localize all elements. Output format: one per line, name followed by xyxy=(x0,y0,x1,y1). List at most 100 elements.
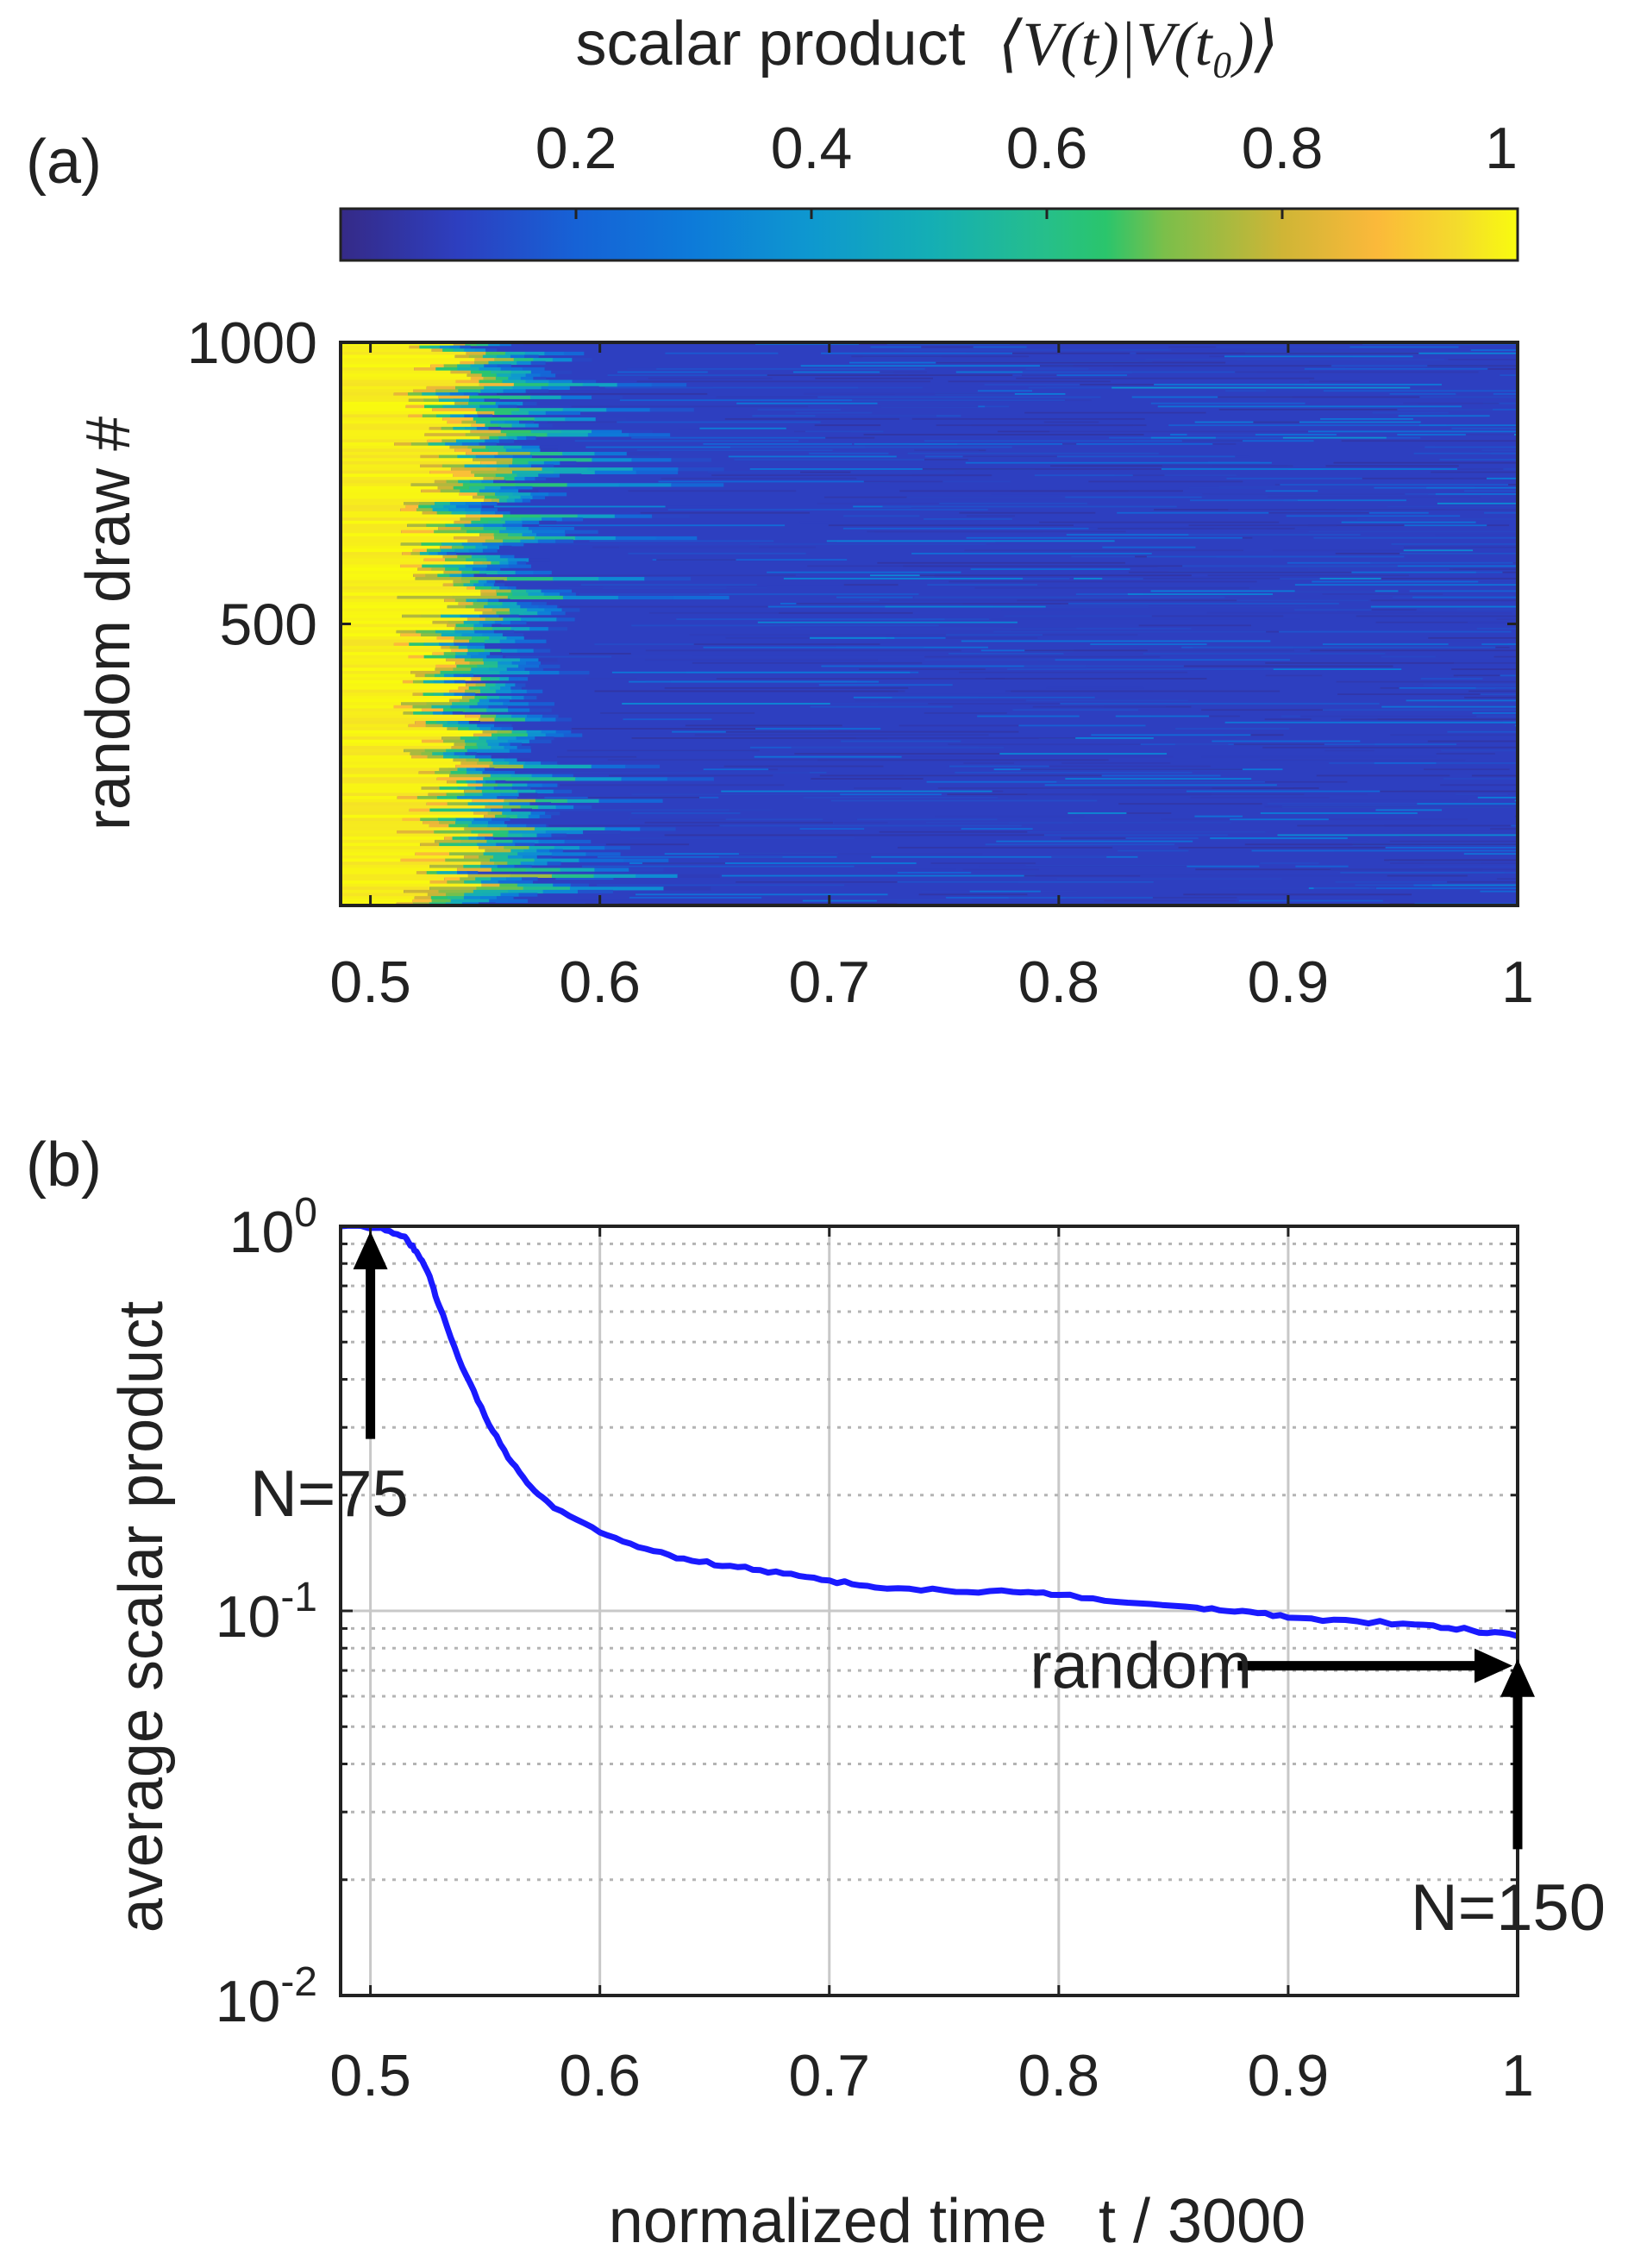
heatmap-cell xyxy=(341,360,460,365)
heatmap-cell xyxy=(475,586,485,591)
heatmap-cell xyxy=(1118,803,1262,805)
heatmap-cell xyxy=(341,674,416,678)
y-tick-label: 1000 xyxy=(187,310,317,376)
line-x-ticks: 0.5 0.6 0.7 0.8 0.9 1 xyxy=(329,1226,1534,2108)
heatmap-cell xyxy=(1460,571,1518,573)
heatmap-cell xyxy=(565,529,598,534)
heatmap-cell xyxy=(555,730,572,735)
x-tick-label: 1 xyxy=(1501,2043,1534,2108)
heatmap-cell xyxy=(435,389,459,393)
heatmap-cell xyxy=(418,504,432,509)
heatmap-cell xyxy=(661,477,857,479)
heatmap-cell xyxy=(443,708,466,712)
heatmap-cell xyxy=(606,408,651,412)
heatmap-cell xyxy=(542,714,559,718)
heatmap-cell xyxy=(1436,753,1495,755)
heatmap-cell xyxy=(1428,636,1518,639)
heatmap-cell xyxy=(465,502,482,506)
heatmap-cell xyxy=(454,630,475,634)
heatmap-cell xyxy=(939,502,1087,504)
heatmap-cell xyxy=(495,376,509,381)
heatmap-cell xyxy=(461,542,484,547)
heatmap-cell xyxy=(594,868,629,872)
heatmap-cell xyxy=(494,454,514,459)
heatmap-cell xyxy=(432,408,477,412)
heatmap-cell xyxy=(431,705,452,710)
heatmap-cell xyxy=(534,536,576,541)
heatmap-cell xyxy=(479,699,490,703)
heatmap-cell xyxy=(482,793,502,797)
heatmap-cell xyxy=(489,667,508,672)
heatmap-cell xyxy=(535,799,568,803)
heatmap-cell xyxy=(468,486,485,491)
heatmap-cell xyxy=(459,699,470,703)
heatmap-cell xyxy=(491,868,527,872)
heatmap-cell xyxy=(341,442,395,447)
heatmap-cell xyxy=(446,749,468,753)
heatmap-cell xyxy=(515,880,533,885)
heatmap-cell xyxy=(529,558,550,562)
heatmap-cell xyxy=(477,598,489,603)
heatmap-cell xyxy=(1125,837,1199,839)
heatmap-cell xyxy=(341,511,423,516)
heatmap-cell xyxy=(489,686,501,691)
heatmap-cell xyxy=(1226,477,1362,479)
heatmap-cell xyxy=(341,410,478,416)
x-tick-label: 0.9 xyxy=(1248,949,1330,1015)
heatmap-cell xyxy=(1323,390,1518,392)
heatmap-cell xyxy=(484,639,501,643)
heatmap-cell xyxy=(479,686,491,691)
heatmap-cell xyxy=(1038,737,1154,739)
heatmap-cell xyxy=(897,880,1154,883)
heatmap-cell xyxy=(449,808,472,812)
heatmap-cell xyxy=(466,451,499,456)
heatmap-cell xyxy=(341,586,467,591)
heatmap-cell xyxy=(479,758,492,762)
heatmap-cell xyxy=(515,483,568,487)
heatmap-cell xyxy=(426,523,447,528)
heatmap-cell xyxy=(526,689,543,693)
heatmap-cell xyxy=(488,749,510,753)
heatmap-cell xyxy=(1500,374,1518,376)
heatmap-cell xyxy=(341,577,416,581)
heatmap-cell xyxy=(1090,643,1207,645)
heatmap-cell xyxy=(510,689,528,693)
heatmap-cell xyxy=(341,373,467,378)
heatmap-cell xyxy=(341,761,461,766)
heatmap-cell xyxy=(1294,609,1372,611)
heatmap-cell xyxy=(524,476,536,481)
heatmap-cell xyxy=(1322,593,1443,595)
heatmap-cell xyxy=(441,736,461,741)
heatmap-cell xyxy=(487,598,499,603)
heatmap-cell xyxy=(1502,571,1518,573)
heatmap-cell xyxy=(522,533,537,537)
heatmap-cell xyxy=(523,887,571,891)
heatmap-cell xyxy=(502,633,524,637)
heatmap-cell xyxy=(502,602,518,606)
heatmap-cell xyxy=(631,624,867,627)
heatmap-cell xyxy=(625,764,661,768)
heatmap-cell xyxy=(442,404,462,409)
heatmap-cell xyxy=(863,480,943,483)
heatmap-cell xyxy=(454,401,469,406)
heatmap-cell xyxy=(466,598,478,603)
heatmap-cell xyxy=(1283,499,1406,502)
heatmap-cell xyxy=(1499,402,1518,404)
heatmap-cell xyxy=(1025,699,1188,702)
heatmap-cell xyxy=(652,559,848,561)
heatmap-cell xyxy=(341,401,455,406)
heatmap-cell xyxy=(341,793,429,797)
heatmap-cell xyxy=(423,655,441,660)
heatmap-cell xyxy=(1244,843,1518,846)
heatmap-cell xyxy=(510,742,523,747)
heatmap-cell xyxy=(341,827,465,831)
heatmap-cell xyxy=(341,796,398,800)
heatmap-cell xyxy=(485,351,506,356)
heatmap-cell xyxy=(885,605,1149,608)
heatmap-cells xyxy=(341,342,1518,905)
heatmap-cell xyxy=(508,561,518,566)
heatmap-cell xyxy=(341,602,459,606)
heatmap-cell xyxy=(1480,693,1518,696)
heatmap-cell xyxy=(458,567,473,572)
heatmap-cell xyxy=(1218,409,1398,410)
